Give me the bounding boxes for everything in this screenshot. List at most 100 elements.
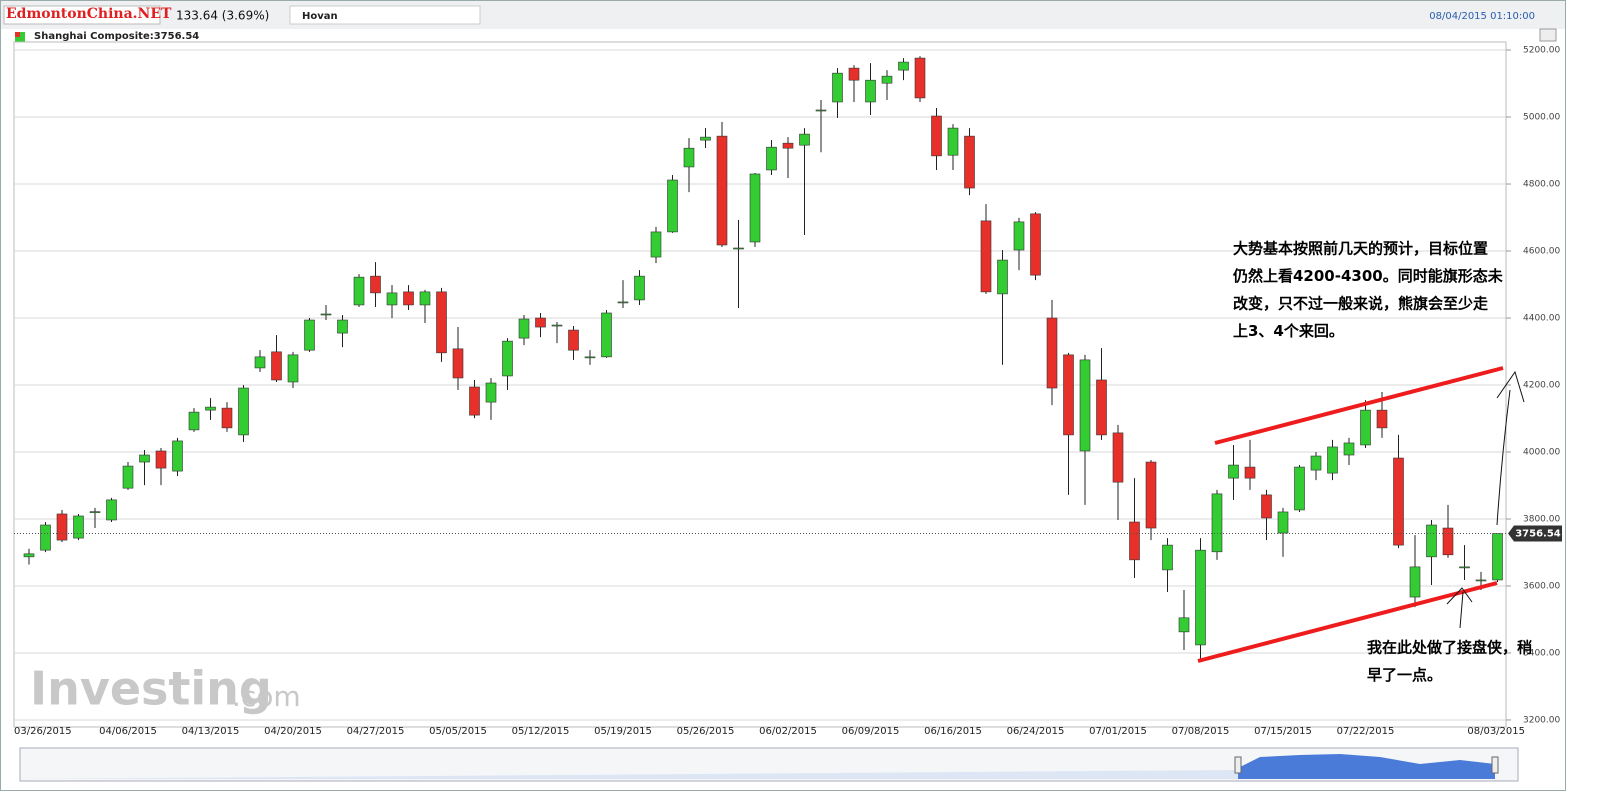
candle-body [881, 75, 893, 84]
candle-body [749, 173, 761, 243]
upper-trendline [1214, 366, 1504, 445]
candle-body [617, 301, 629, 304]
navigator-handle[interactable] [1234, 756, 1242, 774]
x-tick-label: 07/08/2015 [1172, 726, 1230, 737]
candle-body [1112, 432, 1124, 483]
x-tick-label: 07/15/2015 [1254, 726, 1312, 737]
candle-body [1244, 466, 1256, 479]
y-tick-label: 5000.00 [1523, 113, 1560, 123]
candle-body [1442, 527, 1454, 556]
candle-body [172, 440, 183, 472]
candle-body [931, 115, 942, 157]
candle-body [1096, 379, 1107, 436]
annotation: 大势基本按照前几天的预计，目标位置 [1233, 240, 1488, 258]
candle-body [485, 382, 497, 403]
candle-body [419, 291, 431, 306]
candle-body [551, 324, 563, 327]
candle-body [997, 259, 1008, 295]
annotation: 改变，只不过一般来说，熊旗会至少走 [1233, 295, 1488, 313]
minimize-button[interactable] [1539, 28, 1557, 42]
candle-body [205, 406, 216, 411]
y-tick-label: 4200.00 [1523, 381, 1560, 391]
candle-body [1195, 549, 1206, 646]
frame [0, 0, 1566, 791]
candle-body [1343, 442, 1355, 456]
candle-body [155, 450, 167, 469]
candle-body [139, 454, 150, 463]
candle-body [1492, 533, 1503, 581]
navigator-handle[interactable] [1491, 756, 1499, 774]
y-tick-label: 3600.00 [1523, 581, 1560, 591]
user-box [289, 5, 481, 25]
candle-body [436, 291, 447, 354]
candle-body [683, 147, 695, 168]
y-tick-label: 3200.00 [1523, 715, 1560, 725]
legend-icon [15, 32, 20, 37]
candle-body [535, 317, 546, 328]
navigator-selection [1238, 754, 1495, 779]
candle-body [56, 513, 68, 541]
candle-body [799, 133, 810, 146]
annotation: 我在此处做了接盘侠，稍 [1367, 639, 1532, 657]
x-tick-label: 06/24/2015 [1007, 726, 1065, 737]
candle-body [452, 348, 464, 379]
y-tick-label: 4400.00 [1523, 314, 1560, 324]
candle-body [667, 179, 678, 233]
candle-body [320, 313, 332, 316]
watermark: EdmontonChina.NET [6, 6, 172, 22]
candle-body [73, 515, 84, 539]
last-price-tag [1508, 525, 1562, 542]
candle-body [914, 57, 926, 99]
candle-body [254, 356, 266, 369]
candle-body [1261, 494, 1272, 519]
candle-body [1360, 409, 1371, 446]
annotation: 上3、4个来回。 [1233, 322, 1344, 340]
candle-body [964, 135, 975, 189]
candle-body [469, 386, 480, 416]
series-layer: 3200.00 3400.00 3600.00 3800.00 4000.00 4200.… [14, 46, 1562, 737]
candle-body [980, 220, 992, 293]
candle-body [848, 67, 860, 81]
candle-body [584, 356, 596, 359]
x-tick-label: 05/26/2015 [677, 726, 735, 737]
candle-body [568, 329, 579, 351]
candle-body [1079, 359, 1091, 452]
navigator-area [22, 757, 1495, 779]
instrument-box[interactable] [3, 5, 161, 25]
candle-body [1129, 521, 1140, 561]
x-tick-label: 04/13/2015 [182, 726, 240, 737]
candle-body [650, 231, 662, 258]
candle-body [502, 340, 513, 377]
entry-arrow [1446, 587, 1473, 629]
x-tick-label: 06/16/2015 [924, 726, 982, 737]
logo: Investing [30, 662, 272, 716]
candle-body [1178, 617, 1190, 633]
annotation: 仍然上看4200-4300。同时能旗形态未 [1232, 267, 1504, 285]
instrument-title: Shanghai Composite:3756.54 [34, 31, 199, 42]
candle-body [1030, 213, 1041, 276]
candle-body [865, 79, 876, 103]
candle-body [1277, 511, 1289, 534]
y-tick-label: 5200.00 [1523, 46, 1560, 56]
x-tick-label: 03/26/2015 [14, 726, 72, 737]
x-tick-label: 06/02/2015 [759, 726, 817, 737]
candle-body [238, 387, 249, 436]
candle-body [370, 275, 381, 294]
candle-body [271, 351, 282, 381]
candle-body [23, 553, 35, 558]
x-tick-label: 04/06/2015 [99, 726, 157, 737]
candle-body [601, 312, 612, 358]
candle-body [716, 135, 728, 246]
candle-body [287, 354, 299, 383]
candle-body [518, 318, 530, 339]
header-bar [1, 1, 1565, 29]
candle-body [832, 72, 843, 103]
x-tick-label: 05/19/2015 [594, 726, 652, 737]
lower-trendline [1197, 581, 1498, 663]
user: Hovan [302, 11, 338, 22]
candle-body [188, 411, 200, 431]
candle-body [1475, 579, 1487, 582]
candle-body [898, 61, 909, 71]
candle-body [221, 407, 233, 429]
x-tick-label: 04/27/2015 [347, 726, 405, 737]
